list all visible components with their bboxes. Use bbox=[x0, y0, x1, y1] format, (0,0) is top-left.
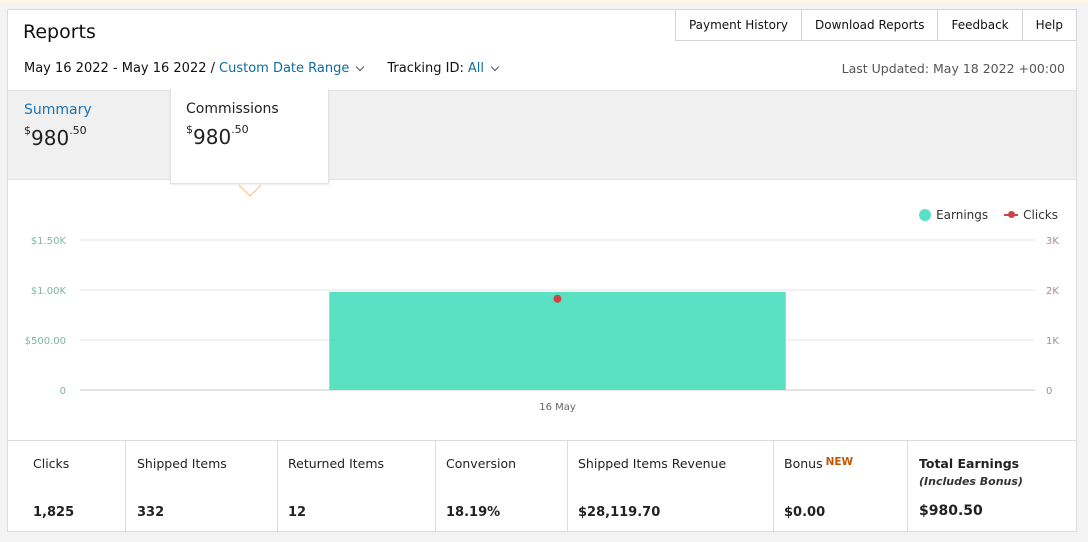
chevron-down-icon[interactable] bbox=[490, 62, 500, 72]
legend-earnings[interactable]: Earnings bbox=[919, 208, 988, 222]
metric-value: 1,825 bbox=[33, 505, 75, 520]
point-clicks bbox=[553, 294, 562, 303]
y-right-tick-label: 3K bbox=[1046, 236, 1059, 247]
date-range-text: May 16 2022 - May 16 2022 / bbox=[24, 61, 216, 76]
tab-pointer-icon bbox=[238, 184, 262, 197]
chevron-down-icon[interactable] bbox=[356, 62, 365, 72]
bar-earnings bbox=[329, 291, 786, 390]
metric-value: $28,119.70 bbox=[578, 505, 661, 520]
tracking-id-label: Tracking ID: bbox=[387, 61, 464, 76]
earnings-dot-icon bbox=[919, 209, 932, 221]
tracking-id-dropdown[interactable]: All bbox=[467, 61, 484, 76]
download-reports-tab[interactable]: Download Reports bbox=[801, 9, 939, 41]
metric-returned-items: Returned Items 12 bbox=[278, 441, 436, 532]
y-right-tick-label: 1K bbox=[1046, 336, 1059, 347]
metric-value: 18.19% bbox=[446, 505, 501, 520]
metric-value: $0.00 bbox=[784, 505, 826, 520]
page-title: Reports bbox=[23, 21, 96, 43]
chart-legend: Earnings Clicks bbox=[903, 208, 1058, 222]
metric-conversion: Conversion 18.19% bbox=[436, 441, 568, 532]
metrics-row: Clicks 1,825 Shipped Items 332 Returned … bbox=[8, 440, 1076, 532]
summary-tab[interactable]: Summary $980.50 bbox=[24, 102, 92, 150]
metric-bonus: Bonus NEW $0.00 bbox=[774, 441, 908, 532]
legend-earnings-label: Earnings bbox=[936, 208, 989, 222]
summary-label: Summary bbox=[24, 102, 92, 118]
metric-total-earnings: Total Earnings (Includes Bonus) $980.50 bbox=[908, 441, 1076, 532]
commissions-label: Commissions bbox=[186, 101, 279, 117]
legend-clicks-label: Clicks bbox=[1023, 208, 1058, 222]
metric-label: Conversion bbox=[446, 456, 517, 471]
summary-amount: $980.50 bbox=[24, 124, 87, 150]
y-right-tick-label: 0 bbox=[1046, 386, 1052, 397]
metric-label: Shipped Items Revenue bbox=[578, 456, 727, 471]
metric-sublabel: (Includes Bonus) bbox=[919, 475, 1023, 488]
help-tab[interactable]: Help bbox=[1022, 9, 1077, 41]
commissions-amount: $980.50 bbox=[186, 123, 249, 149]
legend-clicks[interactable]: Clicks bbox=[1004, 208, 1058, 222]
y-left-tick-label: 0 bbox=[60, 386, 66, 397]
x-tick-label: 16 May bbox=[539, 402, 576, 413]
metric-value: 332 bbox=[137, 505, 165, 520]
metric-label: Bonus NEW bbox=[784, 456, 854, 471]
custom-date-range-link[interactable]: Custom Date Range bbox=[219, 61, 350, 76]
metric-clicks: Clicks 1,825 bbox=[8, 441, 126, 532]
last-updated: Last Updated: May 18 2022 +00:00 bbox=[841, 61, 1065, 76]
metric-shipped-items: Shipped Items 332 bbox=[126, 441, 278, 532]
metric-shipped-revenue: Shipped Items Revenue $28,119.70 bbox=[568, 441, 774, 532]
commissions-tab[interactable]: Commissions $980.50 bbox=[170, 89, 329, 184]
new-badge: NEW bbox=[825, 456, 854, 468]
metric-value: $980.50 bbox=[919, 503, 983, 519]
clicks-line-icon bbox=[1004, 210, 1019, 220]
metric-label: Total Earnings (Includes Bonus) bbox=[919, 456, 1023, 488]
y-left-tick-label: $500.00 bbox=[25, 336, 66, 347]
metric-label: Shipped Items bbox=[137, 456, 227, 471]
y-right-tick-label: 2K bbox=[1046, 286, 1059, 297]
summary-band: Summary $980.50 bbox=[8, 90, 1076, 180]
earnings-chart: Earnings Clicks $1.50K 3K $1.00K 2K $500.00 1… bbox=[8, 182, 1076, 440]
metric-label: Returned Items bbox=[288, 456, 385, 471]
filters-bar: May 16 2022 - May 16 2022 / Custom Date … bbox=[24, 61, 508, 76]
metric-label: Clicks bbox=[33, 456, 70, 471]
metric-value: 12 bbox=[288, 505, 307, 520]
y-left-tick-label: $1.50K bbox=[31, 236, 67, 247]
payment-history-tab[interactable]: Payment History bbox=[674, 9, 802, 41]
top-strip bbox=[0, 0, 1088, 3]
chart-svg: $1.50K 3K $1.00K 2K $500.00 1K 0 0 16 May bbox=[25, 236, 1060, 413]
reports-card: Reports Payment History Download Reports… bbox=[7, 9, 1077, 532]
y-left-tick-label: $1.00K bbox=[31, 286, 67, 297]
feedback-tab[interactable]: Feedback bbox=[938, 9, 1023, 41]
top-nav: Payment History Download Reports Feedbac… bbox=[674, 9, 1077, 41]
